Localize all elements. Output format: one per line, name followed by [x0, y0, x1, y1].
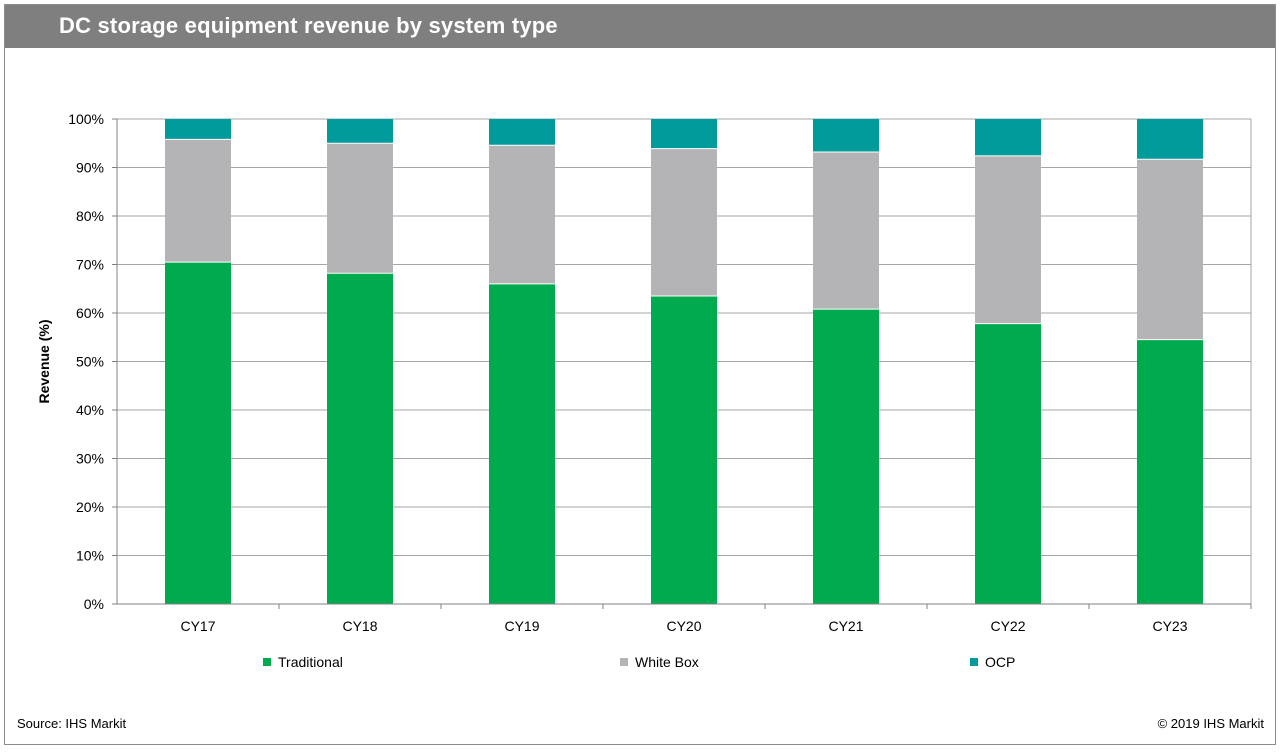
- source-note: Source: IHS Markit: [17, 716, 127, 731]
- y-tick-label: 50%: [76, 354, 104, 370]
- bar-ocp-cy22: [975, 119, 1041, 156]
- bar-white-box-cy23: [1137, 159, 1203, 340]
- x-tick-label: CY20: [666, 618, 701, 634]
- bar-ocp-cy17: [165, 119, 231, 140]
- chart-title: DC storage equipment revenue by system t…: [59, 13, 558, 38]
- y-tick-label: 60%: [76, 305, 104, 321]
- y-tick-label: 30%: [76, 451, 104, 467]
- bar-white-box-cy18: [327, 143, 393, 274]
- x-tick-label: CY18: [342, 618, 377, 634]
- x-tick-label: CY19: [504, 618, 539, 634]
- bar-traditional-cy20: [651, 296, 717, 604]
- legend-swatch-white-box: [620, 658, 628, 666]
- bar-ocp-cy23: [1137, 119, 1203, 160]
- bar-traditional-cy18: [327, 273, 393, 604]
- legend-label-traditional: Traditional: [278, 654, 343, 670]
- y-tick-label: 40%: [76, 402, 104, 418]
- bar-traditional-cy23: [1137, 339, 1203, 604]
- title-bar: DC storage equipment revenue by system t…: [5, 5, 1275, 48]
- bar-white-box-cy17: [165, 139, 231, 263]
- axes: 0% 10% 20% 30% 40% 50% 60% 70% 80% 90% 100% Revenue…: [36, 111, 1252, 634]
- x-tick-label: CY17: [180, 618, 215, 634]
- x-tick-label: CY22: [990, 618, 1025, 634]
- y-tick-label: 90%: [76, 160, 104, 176]
- bar-white-box-cy22: [975, 155, 1041, 324]
- legend-label-white-box: White Box: [635, 654, 699, 670]
- y-tick-label: 100%: [68, 111, 104, 127]
- bar-white-box-cy19: [489, 145, 555, 284]
- bar-ocp-cy18: [327, 119, 393, 144]
- bar-traditional-cy19: [489, 283, 555, 604]
- x-tick-label: CY23: [1152, 618, 1187, 634]
- bars: [165, 119, 1203, 604]
- bar-ocp-cy21: [813, 119, 879, 152]
- y-tick-label: 70%: [76, 257, 104, 273]
- legend-label-ocp: OCP: [985, 654, 1015, 670]
- bar-traditional-cy22: [975, 323, 1041, 604]
- bar-traditional-cy21: [813, 309, 879, 604]
- legend-swatch-traditional: [263, 658, 271, 666]
- x-tick-label: CY21: [828, 618, 863, 634]
- legend-swatch-ocp: [970, 658, 978, 666]
- bar-traditional-cy17: [165, 262, 231, 604]
- y-tick-label: 0%: [84, 596, 104, 612]
- bar-white-box-cy20: [651, 148, 717, 297]
- bar-white-box-cy21: [813, 151, 879, 310]
- y-tick-label: 80%: [76, 208, 104, 224]
- y-tick-label: 20%: [76, 499, 104, 515]
- copyright-note: © 2019 IHS Markit: [1157, 716, 1264, 731]
- y-axis-title: Revenue (%): [36, 319, 52, 403]
- y-tick-label: 10%: [76, 548, 104, 564]
- bar-ocp-cy19: [489, 119, 555, 146]
- legend: Traditional White Box OCP: [263, 654, 1015, 670]
- bar-ocp-cy20: [651, 119, 717, 149]
